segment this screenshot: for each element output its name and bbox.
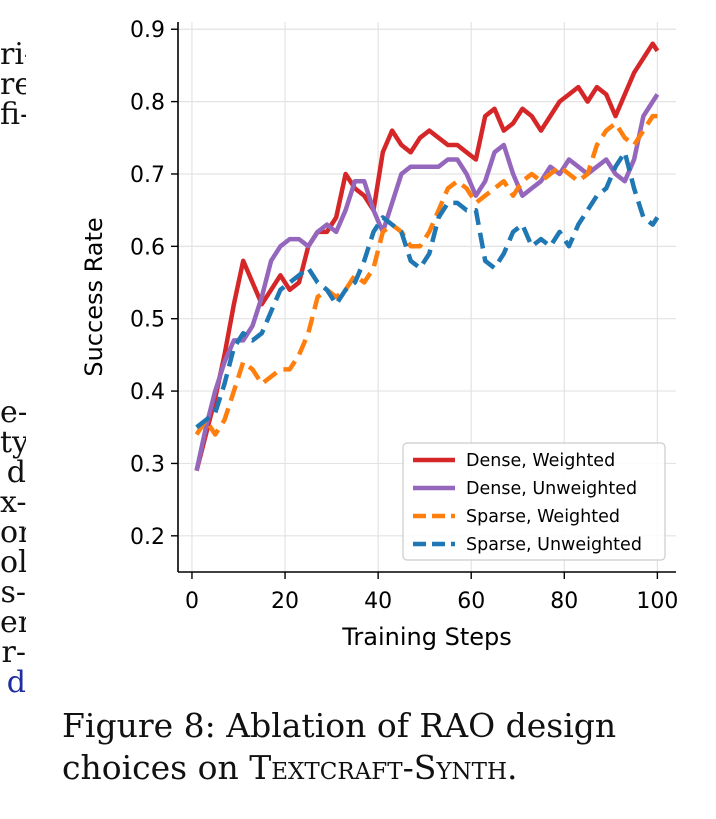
legend-label: Sparse, Unweighted <box>466 535 642 555</box>
x-tick-label: 0 <box>185 589 199 614</box>
left-text-column-bottom: e- ty d x- or ol s- er r- d <box>0 398 26 698</box>
x-tick-label: 100 <box>636 589 678 614</box>
y-tick-label: 0.8 <box>130 91 165 116</box>
left-text-fragment: e- <box>0 398 26 430</box>
caption-name-textcraft: Textcraft <box>249 748 403 787</box>
left-text-link-fragment[interactable]: d <box>6 665 26 698</box>
left-text-fragment: ri- <box>0 40 26 72</box>
legend-label: Dense, Weighted <box>466 451 615 471</box>
left-text-fragment: r- <box>1 635 26 670</box>
left-text-fragment: er <box>0 605 26 640</box>
caption-separator: - <box>402 748 414 787</box>
left-text-fragment: re <box>0 67 26 102</box>
axes <box>177 22 676 573</box>
series-lines <box>194 41 660 472</box>
series-line-3 <box>194 113 658 437</box>
ticks: 0 20 40 60 80 100 0.2 0.3 0.4 0.5 0.6 0.7 0.8 0.9 <box>130 18 678 614</box>
caption-label: Figure 8: <box>62 706 216 745</box>
x-tick-label: 80 <box>550 589 578 614</box>
left-text-column-top: ri- re fi- <box>0 40 26 130</box>
series-line-4 <box>195 150 660 430</box>
x-tick-label: 20 <box>271 589 299 614</box>
caption-text: Ablation of RAO design choices on <box>62 706 617 787</box>
x-tick-label: 60 <box>457 589 485 614</box>
legend-label: Sparse, Weighted <box>466 507 620 527</box>
figure-caption: Figure 8: Ablation of RAO design choices… <box>62 705 716 789</box>
left-text-fragment: ol <box>0 545 26 580</box>
left-text-fragment: fi- <box>0 97 26 130</box>
series-line-1 <box>194 41 660 472</box>
left-text-fragment: ty <box>0 425 26 460</box>
caption-name-synth: Synth <box>413 748 508 787</box>
y-tick-label: 0.2 <box>130 525 165 550</box>
y-tick-label: 0.3 <box>130 452 165 477</box>
left-text-fragment: d <box>6 455 26 490</box>
left-text-fragment: or <box>0 515 26 550</box>
y-axis-label: Success Rate <box>80 217 108 376</box>
line-chart: 0 20 40 60 80 100 0.2 0.3 0.4 0.5 0.6 0.7 0.8 0.9 Tra… <box>80 18 678 651</box>
left-text-fragment: s- <box>0 575 26 610</box>
legend: Dense, Weighted Dense, Unweighted Sparse, … <box>402 442 666 561</box>
legend-box <box>402 442 666 561</box>
y-tick-label: 0.9 <box>130 18 165 43</box>
legend-label: Dense, Unweighted <box>466 479 637 499</box>
y-tick-label: 0.4 <box>130 380 165 405</box>
x-axis-label: Training Steps <box>341 623 511 651</box>
caption-end: . <box>507 748 518 787</box>
left-text-fragment: x- <box>0 485 26 520</box>
y-tick-label: 0.6 <box>130 235 165 260</box>
y-tick-label: 0.5 <box>130 308 165 333</box>
x-tick-label: 40 <box>364 589 392 614</box>
y-tick-label: 0.7 <box>130 163 165 188</box>
series-line-2 <box>194 93 660 472</box>
